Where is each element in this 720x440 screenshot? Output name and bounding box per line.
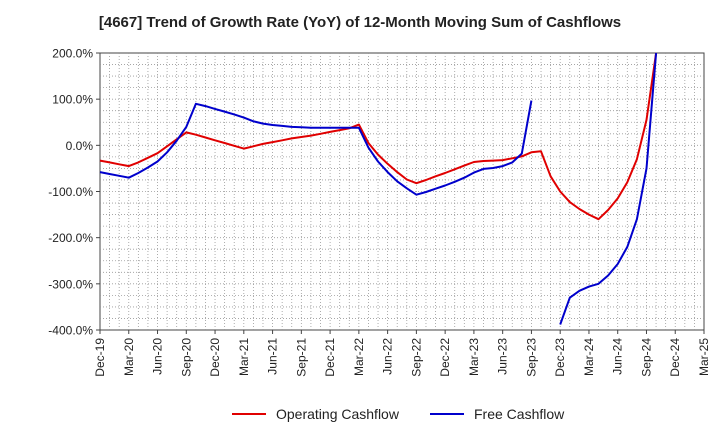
x-tick-label: Dec-19: [93, 338, 107, 377]
x-tick-label: Dec-20: [208, 338, 222, 377]
legend-label-free-cashflow: Free Cashflow: [474, 406, 565, 422]
x-tick-label: Mar-23: [467, 338, 481, 376]
x-tick-label: Mar-24: [582, 338, 596, 376]
y-tick-label: -300.0%: [48, 277, 93, 291]
x-tick-label: Mar-22: [352, 338, 366, 376]
x-tick-label: Sep-21: [294, 338, 308, 377]
x-tick-label: Jun-21: [266, 338, 280, 375]
x-tick-label: Dec-24: [668, 338, 682, 377]
x-tick-label: Mar-25: [697, 338, 711, 376]
x-tick-label: Mar-20: [122, 338, 136, 376]
x-axis: Dec-19 Mar-20 Jun-20 Sep-20 Dec-20 Mar-21 Jun-…: [93, 330, 711, 377]
x-tick-label: Dec-23: [553, 338, 567, 377]
x-tick-label: Dec-21: [323, 338, 337, 377]
y-tick-label: -200.0%: [48, 231, 93, 245]
x-tick-label: Sep-24: [639, 338, 653, 377]
series-line-free-cashflow: [99, 100, 533, 196]
y-axis: 200.0% 100.0% 0.0% -100.0% -200.0% -300.0% -40…: [48, 47, 100, 338]
x-tick-label: Jun-24: [611, 338, 625, 375]
x-tick-label: Sep-22: [409, 338, 423, 377]
x-tick-label: Jun-22: [381, 338, 395, 375]
legend-item-operating-cashflow: Operating Cashflow: [232, 406, 399, 422]
y-tick-label: -100.0%: [48, 185, 93, 199]
series-line-free-cashflow: [559, 52, 658, 325]
legend-label-operating-cashflow: Operating Cashflow: [276, 406, 399, 422]
legend-item-free-cashflow: Free Cashflow: [430, 406, 564, 422]
y-tick-label: 100.0%: [52, 93, 93, 107]
x-tick-label: Mar-21: [237, 338, 251, 376]
x-tick-label: Sep-20: [179, 338, 193, 377]
series-line-operating-cashflow: [99, 52, 658, 221]
x-tick-label: Dec-22: [438, 338, 452, 377]
series-lines: [99, 52, 658, 325]
x-tick-label: Jun-20: [151, 338, 165, 375]
x-tick-label: Jun-23: [496, 338, 510, 375]
legend-swatch-operating-cashflow: [232, 413, 266, 415]
y-tick-label: -400.0%: [48, 324, 93, 338]
y-tick-label: 0.0%: [66, 139, 94, 153]
legend-swatch-free-cashflow: [430, 413, 464, 415]
chart-title: [4667] Trend of Growth Rate (YoY) of 12-…: [98, 14, 622, 31]
x-tick-label: Sep-23: [524, 338, 538, 377]
y-tick-label: 200.0%: [52, 47, 93, 61]
